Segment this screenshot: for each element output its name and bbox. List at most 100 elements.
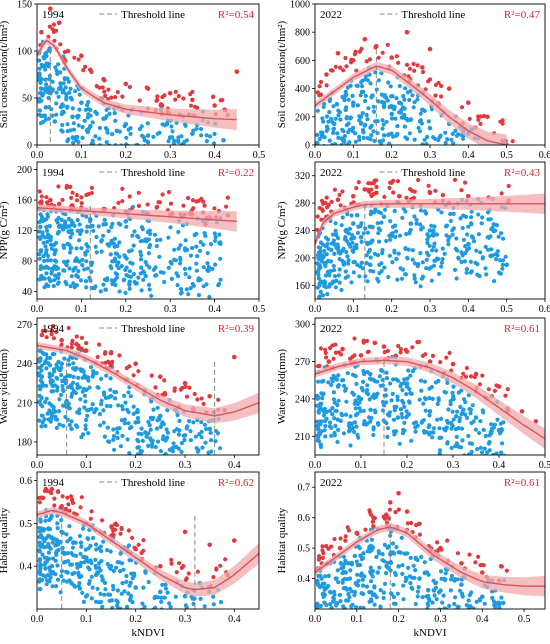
blue-point xyxy=(182,455,186,459)
blue-point xyxy=(322,633,326,637)
blue-point xyxy=(370,574,375,579)
red-point xyxy=(220,98,225,103)
red-point xyxy=(116,200,121,205)
blue-point xyxy=(85,375,90,380)
red-point xyxy=(173,97,178,102)
x-tick-label: 0.1 xyxy=(351,614,364,625)
blue-point xyxy=(41,240,46,245)
blue-point xyxy=(467,593,472,598)
blue-point xyxy=(43,518,48,523)
blue-point xyxy=(346,598,351,603)
blue-point xyxy=(120,407,125,412)
blue-point xyxy=(450,232,455,237)
blue-point xyxy=(393,570,398,576)
blue-point xyxy=(400,398,405,403)
data-point xyxy=(61,109,66,115)
blue-point xyxy=(38,90,43,95)
blue-point xyxy=(127,583,132,588)
blue-point xyxy=(110,282,115,287)
blue-point xyxy=(176,229,181,235)
data-point xyxy=(408,117,414,122)
red-point xyxy=(333,342,338,347)
red-point xyxy=(160,192,165,197)
blue-point xyxy=(204,139,209,144)
blue-point xyxy=(46,232,51,237)
blue-point xyxy=(212,190,216,194)
blue-point xyxy=(400,215,405,220)
blue-point xyxy=(63,85,68,90)
blue-point xyxy=(377,139,382,144)
blue-point xyxy=(443,224,449,229)
blue-point xyxy=(335,131,340,136)
blue-point xyxy=(93,565,98,571)
red-point xyxy=(323,347,328,352)
red-point xyxy=(188,103,194,108)
blue-point xyxy=(40,64,45,69)
x-tick-label: 0.2 xyxy=(385,150,398,161)
red-point xyxy=(193,104,198,109)
blue-point xyxy=(377,239,382,244)
blue-point xyxy=(340,215,345,220)
blue-point xyxy=(166,139,171,144)
blue-point xyxy=(56,271,62,277)
blue-point xyxy=(355,83,360,88)
blue-point xyxy=(354,246,359,251)
data-point xyxy=(108,563,114,569)
blue-point xyxy=(86,407,91,412)
blue-point xyxy=(468,411,473,416)
fit-line xyxy=(37,344,259,417)
blue-point xyxy=(195,449,200,454)
blue-point xyxy=(323,261,328,266)
blue-point xyxy=(127,179,131,183)
blue-point xyxy=(413,601,418,607)
blue-point xyxy=(182,266,188,271)
blue-point xyxy=(357,134,362,139)
blue-point xyxy=(206,265,211,270)
blue-point xyxy=(98,289,103,294)
blue-point xyxy=(204,172,208,176)
blue-point xyxy=(55,526,60,531)
blue-point xyxy=(172,618,176,622)
blue-point xyxy=(355,432,360,437)
blue-point xyxy=(174,640,178,644)
red-point xyxy=(404,62,410,67)
blue-point xyxy=(321,119,326,124)
blue-point xyxy=(43,244,48,249)
blue-point xyxy=(502,609,506,613)
blue-point xyxy=(105,171,109,175)
blue-point xyxy=(107,143,112,145)
blue-point xyxy=(97,136,102,141)
blue-point xyxy=(464,623,468,627)
blue-point xyxy=(324,621,328,625)
blue-point xyxy=(358,224,363,229)
blue-point xyxy=(69,274,74,279)
y-tick-label: 150 xyxy=(17,0,32,11)
blue-point xyxy=(158,179,162,183)
blue-point xyxy=(108,153,112,157)
blue-point xyxy=(346,231,351,236)
blue-point xyxy=(213,262,218,267)
blue-point xyxy=(218,446,223,451)
blue-point xyxy=(78,551,83,556)
blue-point-cloud xyxy=(315,196,508,299)
blue-point xyxy=(395,394,400,399)
blue-point xyxy=(321,104,326,109)
data-point xyxy=(190,131,195,136)
blue-point xyxy=(47,517,52,523)
blue-point xyxy=(361,605,366,609)
blue-point xyxy=(319,401,324,406)
x-tick-label: 0.3 xyxy=(434,614,447,625)
blue-point xyxy=(455,577,460,582)
blue-point xyxy=(413,425,418,430)
blue-point xyxy=(77,92,82,97)
blue-point xyxy=(340,95,345,100)
data-point xyxy=(158,589,163,595)
blue-point xyxy=(64,92,69,97)
blue-point xyxy=(85,266,90,271)
blue-point xyxy=(487,433,492,438)
blue-point xyxy=(198,596,203,602)
blue-point xyxy=(192,146,196,150)
blue-point xyxy=(166,265,171,270)
